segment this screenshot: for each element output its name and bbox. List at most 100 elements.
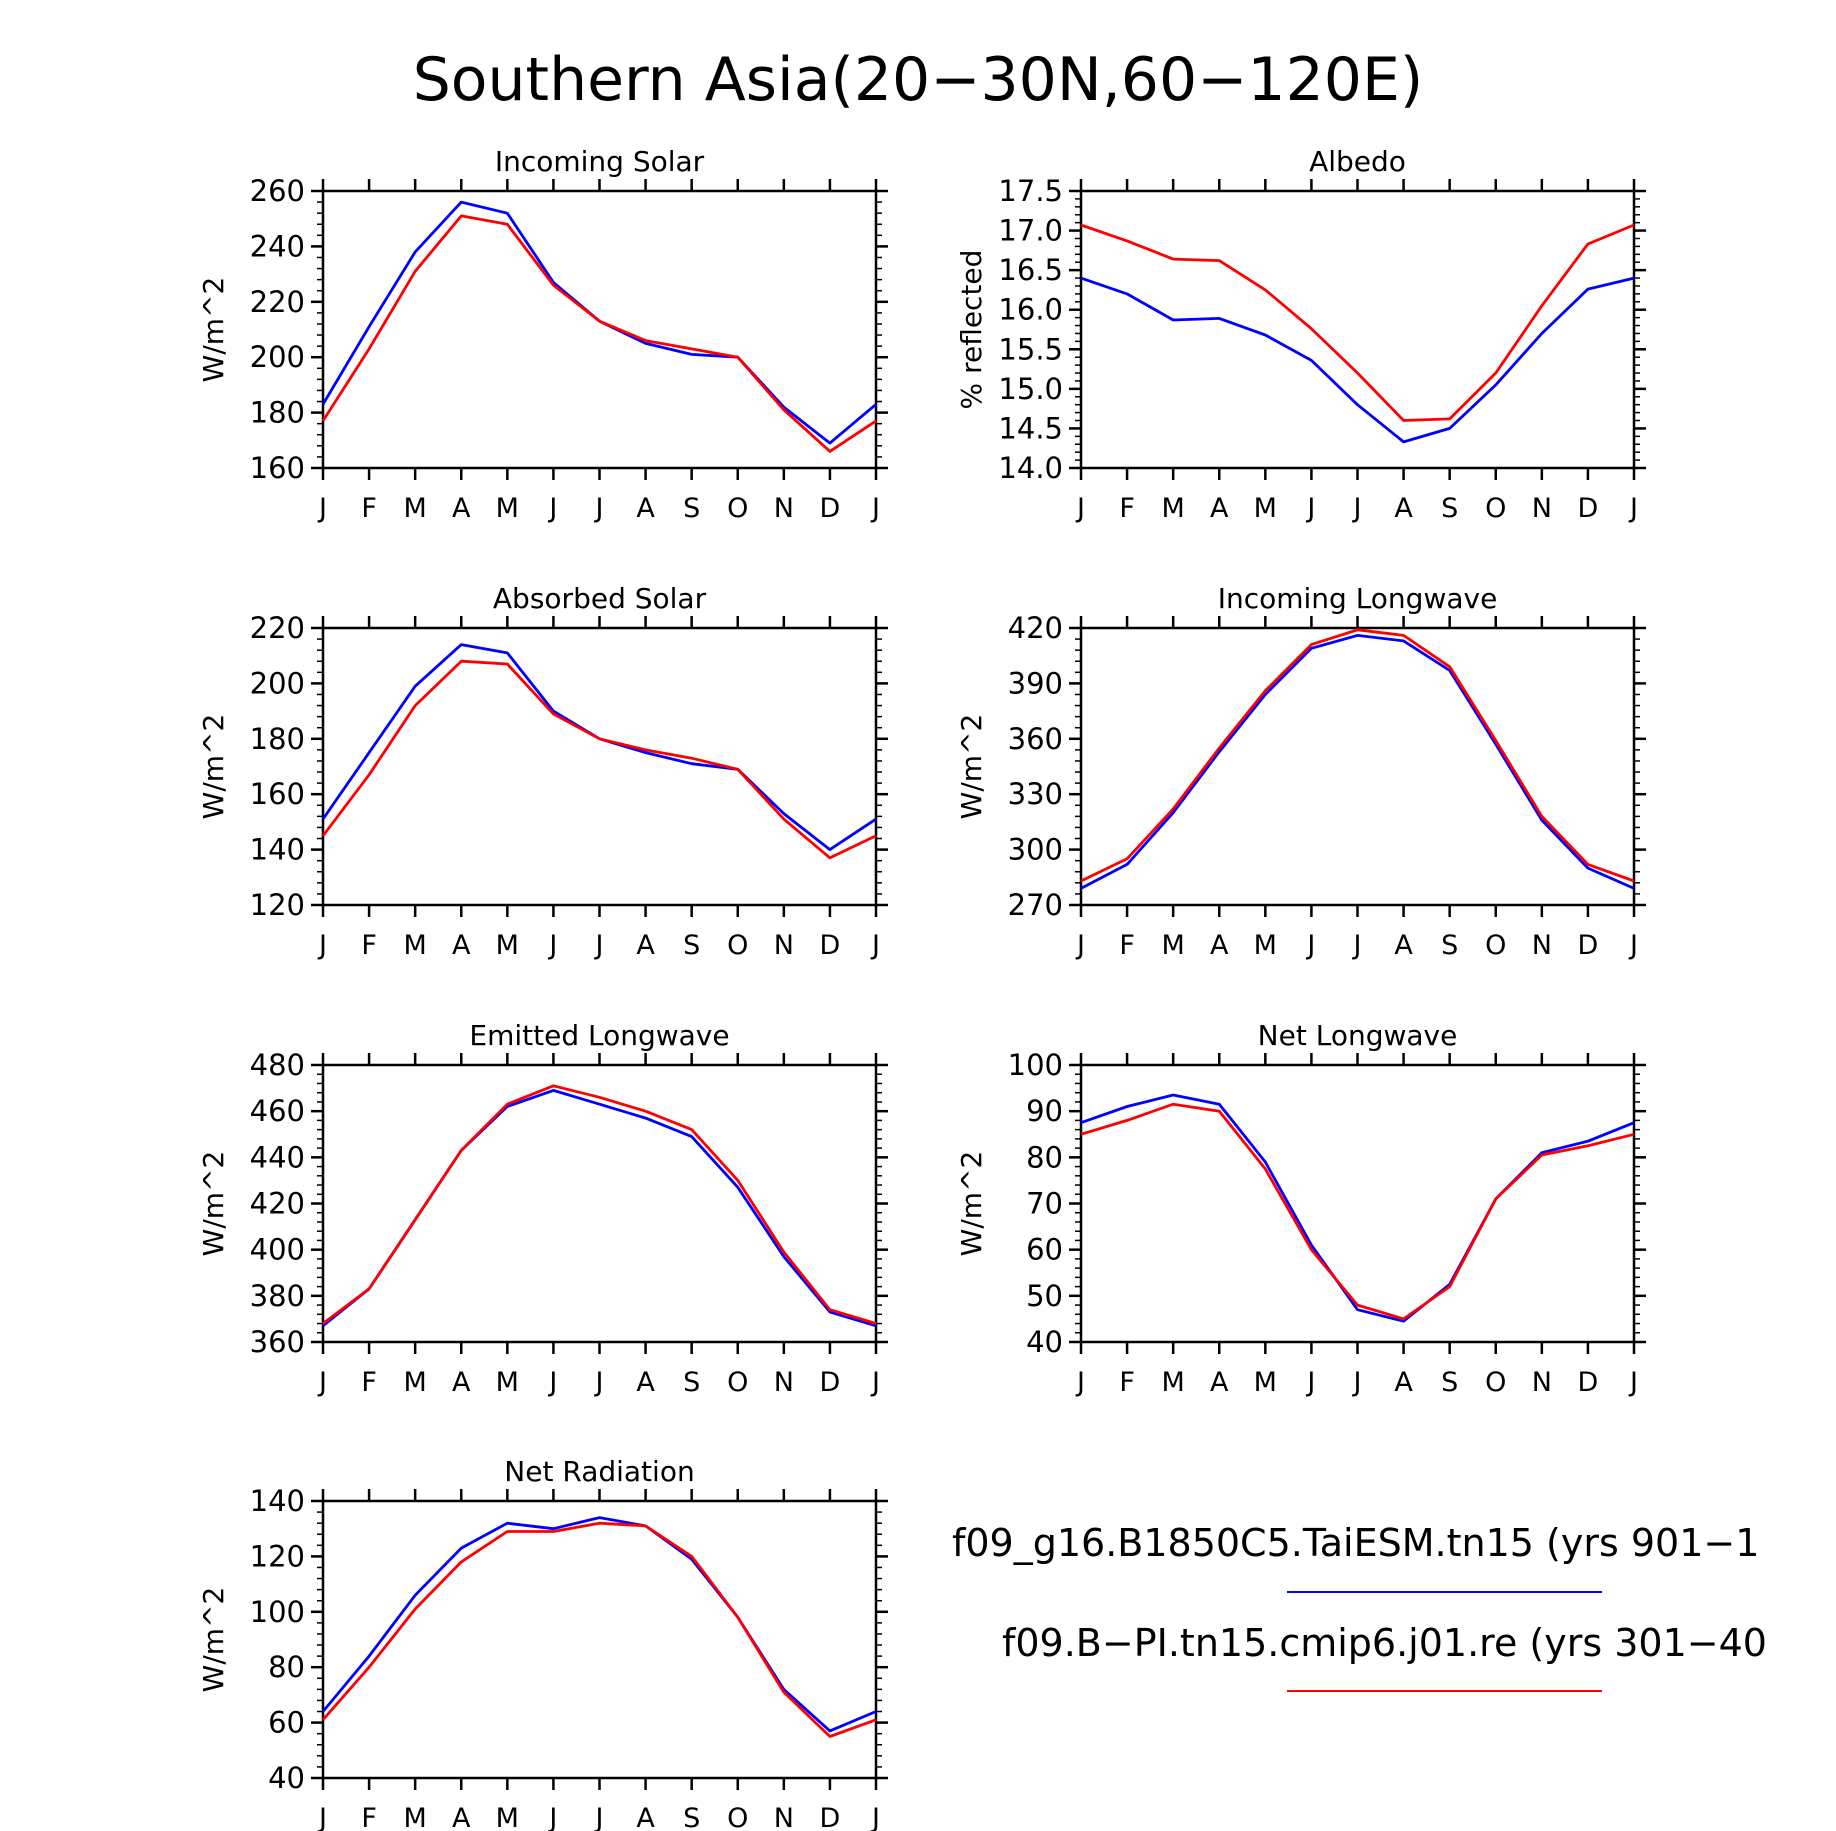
y-tick-label: 270 [1008, 888, 1063, 922]
x-tick-label: O [727, 930, 748, 961]
y-tick-label: 300 [1008, 833, 1063, 867]
y-tick-label: 180 [250, 396, 305, 430]
chart-title: Emitted Longwave [469, 1019, 729, 1052]
legend: f09_g16.B1850C5.TaiESM.tn15 (yrs 901−1 f… [952, 1521, 1767, 1692]
x-tick-label: N [774, 1803, 794, 1831]
y-tick-label: 70 [1026, 1187, 1063, 1221]
x-tick-label: J [317, 493, 327, 524]
series-line-1 [321, 643, 877, 851]
series-line-1 [1080, 1093, 1635, 1323]
x-tick-label: N [774, 930, 794, 961]
plot-frame [321, 1063, 878, 1344]
chart-panel-1: J F M A M J J A S O N D J160180200220240260Incoming … [197, 145, 888, 524]
x-tick-label: J [547, 493, 557, 524]
y-tick-label: 400 [250, 1233, 305, 1267]
x-tick-label: M [404, 1367, 427, 1398]
chart-title: Net Longwave [1258, 1019, 1458, 1052]
x-tick-label: J [1075, 1367, 1085, 1398]
x-tick-label: J [1352, 493, 1362, 524]
x-tick-label: N [1532, 1367, 1552, 1398]
y-tick-label: 16.0 [998, 293, 1063, 327]
y-tick-label: 220 [250, 285, 305, 319]
x-tick-label: D [1578, 1367, 1599, 1398]
x-tick-label: O [727, 493, 748, 524]
x-tick-label: F [361, 1367, 377, 1398]
y-tick-label: 140 [250, 1484, 305, 1518]
y-tick-label: 460 [250, 1094, 305, 1128]
x-tick-label: A [452, 930, 471, 961]
x-tick-label: J [1305, 930, 1315, 961]
y-tick-label: 330 [1008, 777, 1063, 811]
y-tick-label: 100 [250, 1595, 305, 1629]
plot-frame [321, 626, 878, 907]
x-tick-label: J [317, 930, 327, 961]
x-tick-label: O [727, 1803, 748, 1831]
chart-title: Incoming Solar [495, 145, 705, 178]
x-tick-label: F [361, 493, 377, 524]
plot-frame [1079, 189, 1636, 470]
x-tick-label: S [683, 1367, 700, 1398]
x-tick-label: J [1628, 493, 1638, 524]
x-tick-label: S [1441, 1367, 1458, 1398]
y-tick-label: 220 [250, 611, 305, 645]
y-tick-label: 60 [1026, 1233, 1063, 1267]
x-tick-label: F [1119, 493, 1135, 524]
x-tick-label: F [361, 930, 377, 961]
y-tick-label: 360 [1008, 722, 1063, 756]
y-tick-label: 50 [1026, 1279, 1063, 1313]
chart-panel-2: J F M A M J J A S O N D J14.014.515.015.516.016.517.… [955, 145, 1646, 524]
chart-panel-3: J F M A M J J A S O N D J120140160180200220Absorbed … [197, 582, 888, 961]
x-tick-label: M [496, 930, 519, 961]
x-tick-label: J [1075, 493, 1085, 524]
series-line-2 [1080, 1102, 1635, 1321]
x-tick-label: J [870, 493, 880, 524]
x-tick-label: S [1441, 493, 1458, 524]
x-tick-label: J [547, 1367, 557, 1398]
x-tick-label: O [727, 1367, 748, 1398]
x-tick-label: J [1628, 1367, 1638, 1398]
x-tick-label: O [1485, 1367, 1506, 1398]
x-tick-label: A [636, 493, 655, 524]
x-tick-label: A [452, 493, 471, 524]
y-tick-label: 60 [268, 1706, 305, 1740]
y-tick-label: 200 [250, 666, 305, 700]
x-tick-label: J [1305, 1367, 1315, 1398]
y-tick-label: 80 [268, 1650, 305, 1684]
chart-title: Absorbed Solar [493, 582, 707, 615]
x-tick-label: M [1162, 493, 1185, 524]
x-tick-label: A [1394, 1367, 1413, 1398]
y-tick-label: 15.5 [998, 332, 1063, 366]
y-tick-label: 140 [250, 833, 305, 867]
x-tick-label: N [774, 493, 794, 524]
x-tick-label: S [683, 493, 700, 524]
x-tick-label: O [1485, 493, 1506, 524]
y-tick-label: 240 [250, 229, 305, 263]
x-tick-label: M [496, 1367, 519, 1398]
y-tick-label: 360 [250, 1325, 305, 1359]
x-tick-label: F [361, 1803, 377, 1831]
x-tick-label: A [1210, 1367, 1229, 1398]
y-tick-label: 15.0 [998, 372, 1063, 406]
chart-panel-5: J F M A M J J A S O N D J360380400420440460480Emitte… [197, 1019, 888, 1398]
x-tick-label: D [1578, 930, 1599, 961]
y-tick-label: 120 [250, 888, 305, 922]
y-tick-label: 260 [250, 174, 305, 208]
plot-frame [1079, 626, 1636, 907]
series-line-2 [321, 659, 877, 860]
x-tick-label: M [404, 1803, 427, 1831]
series-line-2 [321, 214, 877, 453]
x-tick-label: A [1394, 493, 1413, 524]
x-tick-label: A [452, 1803, 471, 1831]
x-tick-label: M [1162, 1367, 1185, 1398]
x-tick-label: S [1441, 930, 1458, 961]
y-axis-label: W/m^2 [197, 277, 230, 383]
x-tick-label: A [1210, 493, 1229, 524]
y-tick-label: 200 [250, 340, 305, 374]
chart-panels: J F M A M J J A S O N D J160180200220240260Incoming … [197, 145, 1646, 1831]
y-tick-label: 100 [1008, 1048, 1063, 1082]
y-tick-label: 160 [250, 451, 305, 485]
x-tick-label: J [1352, 1367, 1362, 1398]
series-line-1 [1080, 634, 1635, 890]
